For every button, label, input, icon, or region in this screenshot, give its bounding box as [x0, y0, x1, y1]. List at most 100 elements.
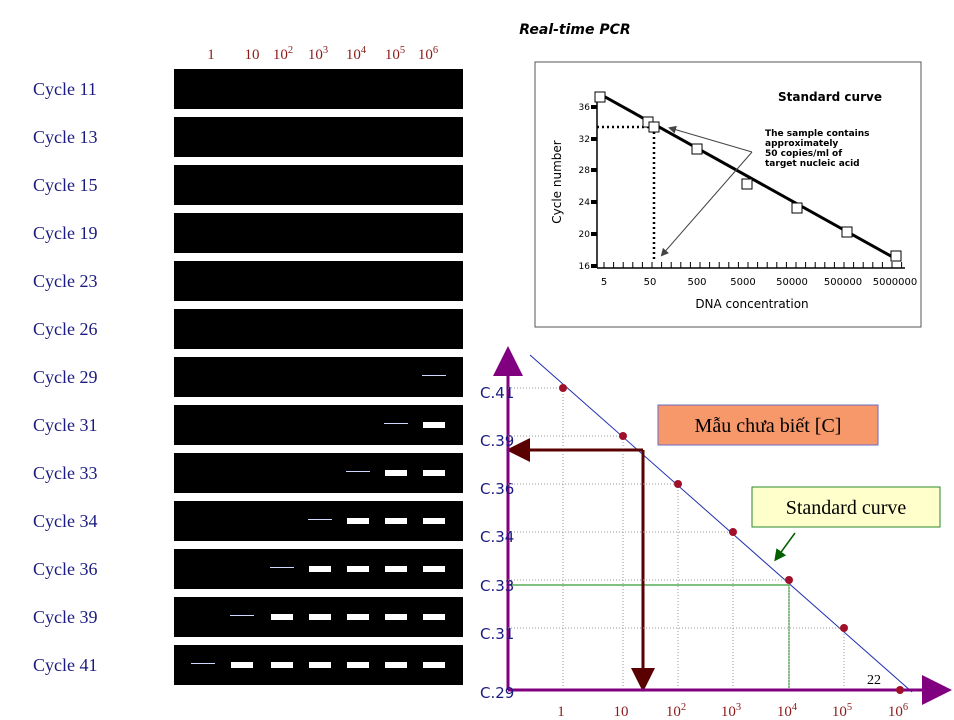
diagram-point — [559, 384, 567, 392]
row-label: Cycle 13 — [33, 127, 98, 147]
gel-lane — [174, 357, 463, 397]
diagram-y-label: C.39 — [480, 432, 514, 450]
diagram-x-label-exp: 4 — [792, 702, 798, 713]
column-header-exp: 3 — [323, 45, 328, 56]
faint-band — [346, 471, 370, 472]
band — [423, 566, 445, 572]
inset-y-tickmark — [591, 168, 597, 172]
inset-y-tick: 20 — [579, 230, 591, 240]
inset-y-tickmark — [591, 137, 597, 141]
gel-lane — [174, 405, 463, 445]
row-label: Cycle 33 — [33, 463, 98, 483]
band — [385, 518, 407, 524]
band — [271, 662, 293, 668]
row-label: Cycle 34 — [33, 511, 98, 531]
diagram-x-label-exp: 2 — [681, 702, 686, 713]
row-label: Cycle 36 — [33, 559, 98, 579]
diagram-x-label-exp: 5 — [847, 702, 852, 713]
row-label: Cycle 29 — [33, 367, 98, 387]
band — [385, 614, 407, 620]
faint-band — [384, 423, 408, 424]
band — [309, 614, 331, 620]
gel-lane — [174, 453, 463, 493]
faint-band — [191, 663, 215, 664]
faint-band — [270, 567, 294, 568]
gel-lane — [174, 213, 463, 253]
row-label: Cycle 31 — [33, 415, 98, 435]
column-header-base: 10 — [385, 47, 400, 63]
row-label: Cycle 26 — [33, 319, 98, 339]
inset-x-tick: 50000 — [776, 277, 808, 288]
row-label: Cycle 39 — [33, 607, 98, 627]
inset-x-tick: 50 — [644, 277, 657, 288]
gel-lane — [174, 501, 463, 541]
gel-lane — [174, 69, 463, 109]
row-label: Cycle 23 — [33, 271, 98, 291]
diagram-x-label-base: 1 — [557, 704, 565, 720]
inset-x-tick: 500 — [687, 277, 706, 288]
inset-point — [692, 144, 702, 154]
inset-title: Standard curve — [778, 90, 882, 104]
band — [423, 470, 445, 476]
inset-annotation: The sample contains — [765, 129, 870, 139]
band — [423, 614, 445, 620]
gel-lane — [174, 165, 463, 205]
column-header-base: 1 — [207, 47, 215, 63]
column-header-exp: 4 — [361, 45, 367, 56]
gel-lane — [174, 261, 463, 301]
column-header: 1 — [207, 47, 215, 63]
column-header-exp: 2 — [288, 45, 293, 56]
band — [385, 566, 407, 572]
diagram-x-label: 10 — [614, 704, 629, 720]
column-header-base: 10 — [346, 47, 361, 63]
row-label: Cycle 41 — [33, 655, 98, 675]
inset-y-tickmark — [591, 200, 597, 204]
column-header: 10 — [245, 47, 260, 63]
row-label: Cycle 19 — [33, 223, 98, 243]
faint-band — [308, 519, 332, 520]
diagram-point — [674, 480, 682, 488]
diagram-x-label-base: 10 — [666, 704, 681, 720]
inset-point — [792, 203, 802, 213]
faint-band — [230, 615, 254, 616]
band — [231, 662, 253, 668]
column-header-base: 10 — [418, 47, 433, 63]
inset-y-tick: 24 — [579, 198, 591, 208]
inset-x-label: DNA concentration — [695, 297, 808, 311]
band — [423, 662, 445, 668]
diagram-point — [785, 576, 793, 584]
diagram-x-label-exp: 6 — [903, 702, 908, 713]
column-header-base: 10 — [245, 47, 260, 63]
diagram-x-label-base: 10 — [721, 704, 736, 720]
inset-x-tick: 500000 — [824, 277, 862, 288]
band — [347, 662, 369, 668]
diagram-x-label-base: 10 — [614, 704, 629, 720]
column-header-base: 10 — [273, 47, 288, 63]
inset-y-label: Cycle number — [550, 140, 564, 224]
band — [347, 614, 369, 620]
diagram-x-label-base: 10 — [777, 704, 792, 720]
diagram-y-label: C.36 — [480, 480, 514, 498]
inset-point — [595, 92, 605, 102]
faint-band — [422, 375, 446, 376]
band — [423, 422, 445, 428]
row-label: Cycle 11 — [33, 79, 97, 99]
diagram-y-label: C.41 — [480, 384, 514, 402]
diagram-y-label: C.33 — [480, 577, 514, 595]
diagram-point — [729, 528, 737, 536]
diagram-y-label: C.31 — [480, 625, 514, 643]
inset-annotation: 50 copies/ml of — [765, 149, 842, 159]
band — [423, 518, 445, 524]
column-header-exp: 5 — [400, 45, 405, 56]
band — [309, 566, 331, 572]
diagram-point — [840, 624, 848, 632]
slide: Real-time PCR Standard curve Cycle numbe… — [0, 0, 954, 720]
inset-y-tick: 32 — [579, 135, 590, 145]
gel-lane — [174, 309, 463, 349]
inset-y-tick: 28 — [579, 166, 591, 176]
column-header-base: 10 — [308, 47, 323, 63]
band — [347, 518, 369, 524]
inset-x-tick: 5 — [601, 277, 607, 288]
inset-y-tickmark — [591, 232, 597, 236]
gel-lane — [174, 117, 463, 157]
